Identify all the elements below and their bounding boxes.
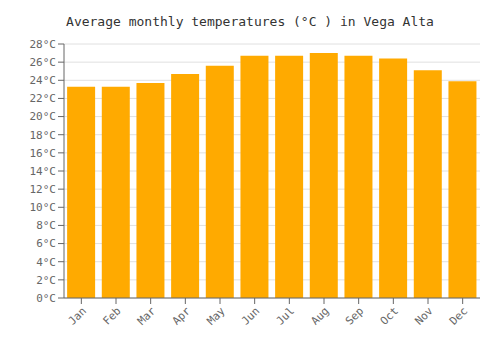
svg-text:18°C: 18°C <box>30 129 57 142</box>
svg-text:4°C: 4°C <box>36 256 56 269</box>
html-text:Average monthly temperatures (: Average monthly temperatures (°C ) in Ve… <box>66 14 434 29</box>
svg-text:26°C: 26°C <box>30 56 57 69</box>
svg-text:6°C: 6°C <box>36 237 56 250</box>
svg-text:Jul: Jul <box>274 304 297 327</box>
svg-text:2°C: 2°C <box>36 274 56 287</box>
svg-text:Dec: Dec <box>447 304 470 327</box>
svg-text:Mar: Mar <box>135 304 159 328</box>
svg-text:12°C: 12°C <box>30 183 57 196</box>
svg-text:Aug: Aug <box>308 304 331 327</box>
svg-text:22°C: 22°C <box>30 92 57 105</box>
svg-text:16°C: 16°C <box>30 147 57 160</box>
svg-text:0°C: 0°C <box>36 292 56 305</box>
svg-text:8°C: 8°C <box>36 219 56 232</box>
svg-text:Apr: Apr <box>170 304 194 328</box>
svg-text:Feb: Feb <box>100 304 123 327</box>
svg-text:28°C: 28°C <box>30 38 57 51</box>
svg-text:Jun: Jun <box>239 304 262 327</box>
svg-text:Nov: Nov <box>412 304 436 328</box>
svg-text:Jan: Jan <box>66 304 89 327</box>
svg-text:May: May <box>204 304 228 328</box>
svg-text:20°C: 20°C <box>30 110 57 123</box>
svg-text:24°C: 24°C <box>30 74 57 87</box>
svg-text:Sep: Sep <box>343 304 366 327</box>
svg-text:14°C: 14°C <box>30 165 57 178</box>
svg-text:10°C: 10°C <box>30 201 57 214</box>
svg-text:Oct: Oct <box>378 304 401 327</box>
